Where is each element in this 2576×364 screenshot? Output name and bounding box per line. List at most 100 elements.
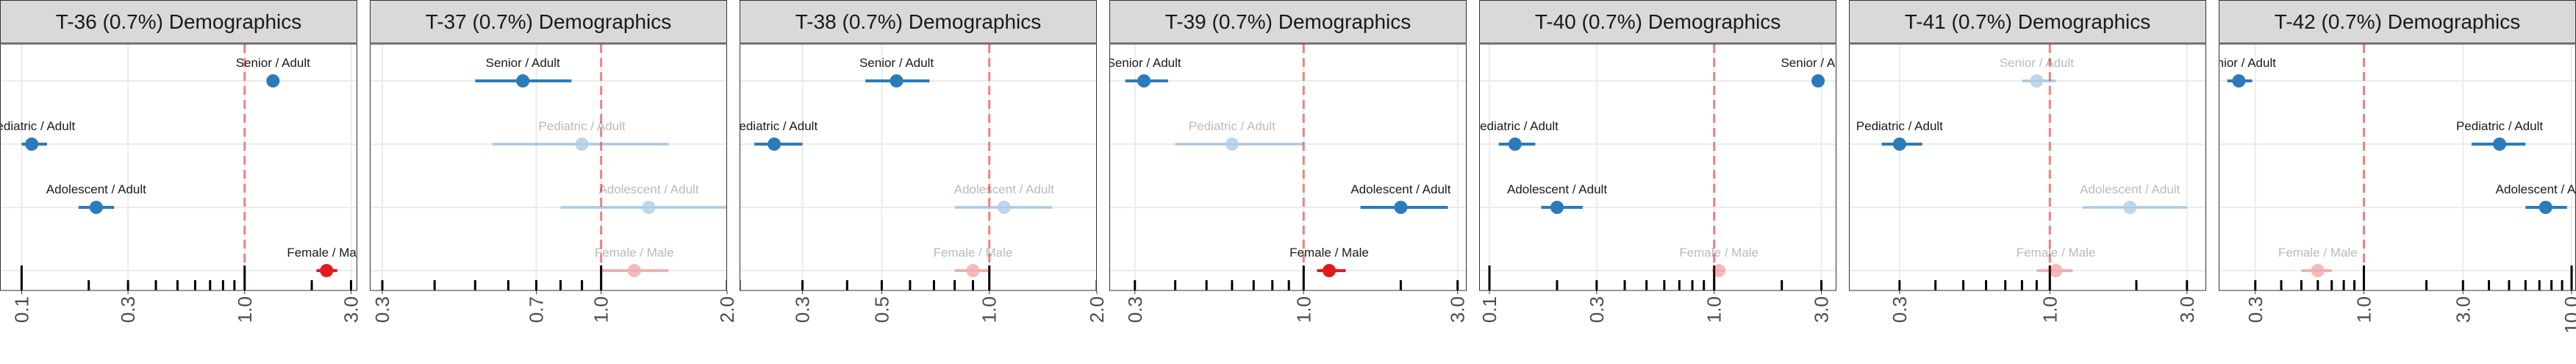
panel-border <box>0 43 357 291</box>
row-label: Female / Male <box>2278 246 2358 260</box>
point <box>1811 74 1825 88</box>
row-label: Senior / Adult <box>2202 56 2276 70</box>
estimate: Female / Male <box>1289 246 1369 277</box>
point <box>25 138 39 151</box>
point <box>575 138 589 151</box>
estimate: Adolescent / Adult <box>1507 182 1607 214</box>
row-label: Senior / Adult <box>236 56 310 70</box>
estimate: Pediatric / Adult <box>731 119 817 151</box>
row-label: Adolescent / Adult <box>2080 182 2180 196</box>
point <box>1892 138 1906 151</box>
point <box>1225 138 1239 151</box>
estimate: Pediatric / Adult <box>0 119 75 151</box>
panel-title: T-40 (0.7%) Demographics <box>1535 10 1781 33</box>
estimate: Senior / Adult <box>2000 56 2074 88</box>
panel-border <box>740 43 1097 291</box>
estimate: Senior / Adult <box>1106 56 1181 88</box>
row-label: Female / Male <box>595 246 674 260</box>
point <box>2232 74 2246 88</box>
panel-title: T-41 (0.7%) Demographics <box>1905 10 2151 33</box>
row-label: Adolescent / Adult <box>46 182 146 196</box>
row-label: Female / Male <box>2017 246 2096 260</box>
strip <box>740 0 1097 43</box>
x-tick-label: 3.0 <box>2176 296 2198 323</box>
point <box>890 74 904 88</box>
row-label: Pediatric / Adult <box>2456 119 2543 133</box>
panel-border <box>370 43 727 291</box>
point <box>1394 201 1408 214</box>
estimate: Female / Male <box>595 246 674 277</box>
estimate: Adolescent / Adult <box>1350 182 1451 214</box>
panel: Senior / Adult Pediatric / Adult Adolescen… <box>0 44 366 290</box>
row-label: Adolescent / Adult <box>598 182 698 196</box>
estimate: Female / Male <box>2278 246 2358 277</box>
row-label: Pediatric / Adult <box>1189 119 1276 133</box>
row-label: Pediatric / Adult <box>731 119 817 133</box>
x-tick-label: 1.0 <box>1292 296 1314 323</box>
row-label: Pediatric / Adult <box>539 119 626 133</box>
point <box>2030 74 2044 88</box>
x-tick-label: 1.0 <box>2353 296 2375 323</box>
row-label: Senior / Adult <box>2000 56 2074 70</box>
x-tick-label: 0.3 <box>1889 296 1911 323</box>
row-label: Female / Male <box>1289 246 1369 260</box>
point <box>627 264 641 277</box>
estimate: Female / Male <box>2017 246 2096 277</box>
x-tick-label: 0.3 <box>2244 296 2266 323</box>
x-tick-label: 0.5 <box>870 296 892 323</box>
row-label: Senior / Adult <box>1106 56 1181 70</box>
point <box>966 264 980 277</box>
row-label: Senior / Adult <box>486 56 560 70</box>
x-tick-label: 0.3 <box>371 296 393 323</box>
x-tick-label: 1.0 <box>978 296 1001 323</box>
panel: Senior / Adult Pediatric / Adult Adolescen… <box>370 44 727 290</box>
x-tick-label: 0.3 <box>792 296 814 323</box>
estimate: Adolescent / Adult <box>954 182 1054 214</box>
point <box>2311 264 2325 277</box>
row-label: Female / Male <box>287 246 366 260</box>
row-label: Female / Male <box>1679 246 1759 260</box>
estimate: Female / Male <box>934 246 1013 277</box>
estimate: Senior / Adult <box>236 56 310 88</box>
x-tick-label: 1.0 <box>2039 296 2061 323</box>
x-tick-label: 0.1 <box>1478 296 1500 323</box>
panel-border <box>1109 43 1467 291</box>
point <box>2539 201 2552 214</box>
estimate: Pediatric / Adult <box>2456 119 2543 151</box>
row-label: Adolescent / Adult <box>954 182 1054 196</box>
strip <box>1849 0 2206 43</box>
estimate: Pediatric / Adult <box>1175 119 1304 151</box>
x-tick-label: 1.0 <box>1703 296 1725 323</box>
estimate: Adolescent / Adult <box>46 182 146 214</box>
estimate: Senior / Adult <box>1781 56 1836 88</box>
row-label: Adolescent / Adult <box>1350 182 1450 196</box>
estimate: Adolescent / Adult <box>560 182 727 214</box>
x-tick-label: 0.3 <box>1586 296 1608 323</box>
x-tick-label: 0.3 <box>1124 296 1146 323</box>
x-tick-label: 3.0 <box>2452 296 2474 323</box>
panel-title: T-42 (0.7%) Demographics <box>2275 10 2521 33</box>
row-label: Adolescent / Adult <box>1507 182 1607 196</box>
row-label: Adolescent / Adult <box>2496 182 2576 196</box>
row-label: Female / Male <box>934 246 1013 260</box>
point <box>2493 138 2507 151</box>
estimate: Female / Male <box>1679 246 1759 277</box>
row-label: Pediatric / Adult <box>1856 119 1943 133</box>
estimate: Adolescent / Adult <box>2080 182 2187 214</box>
point <box>516 74 530 88</box>
estimate: Pediatric / Adult <box>1856 119 1943 151</box>
strip <box>370 0 727 43</box>
estimate: Senior / Adult <box>859 56 934 88</box>
point <box>2049 264 2063 277</box>
row-label: Pediatric / Adult <box>1472 119 1559 133</box>
panel-title: T-38 (0.7%) Demographics <box>795 10 1042 33</box>
strip <box>0 0 357 43</box>
point <box>1712 264 1726 277</box>
estimate: Female / Male <box>287 246 366 277</box>
x-tick-label: 0.3 <box>117 296 139 323</box>
x-tick-label: 2.0 <box>716 296 738 323</box>
estimate: Pediatric / Adult <box>1472 119 1559 151</box>
panel-title: T-39 (0.7%) Demographics <box>1165 10 1412 33</box>
estimate: Senior / Adult <box>475 56 572 88</box>
